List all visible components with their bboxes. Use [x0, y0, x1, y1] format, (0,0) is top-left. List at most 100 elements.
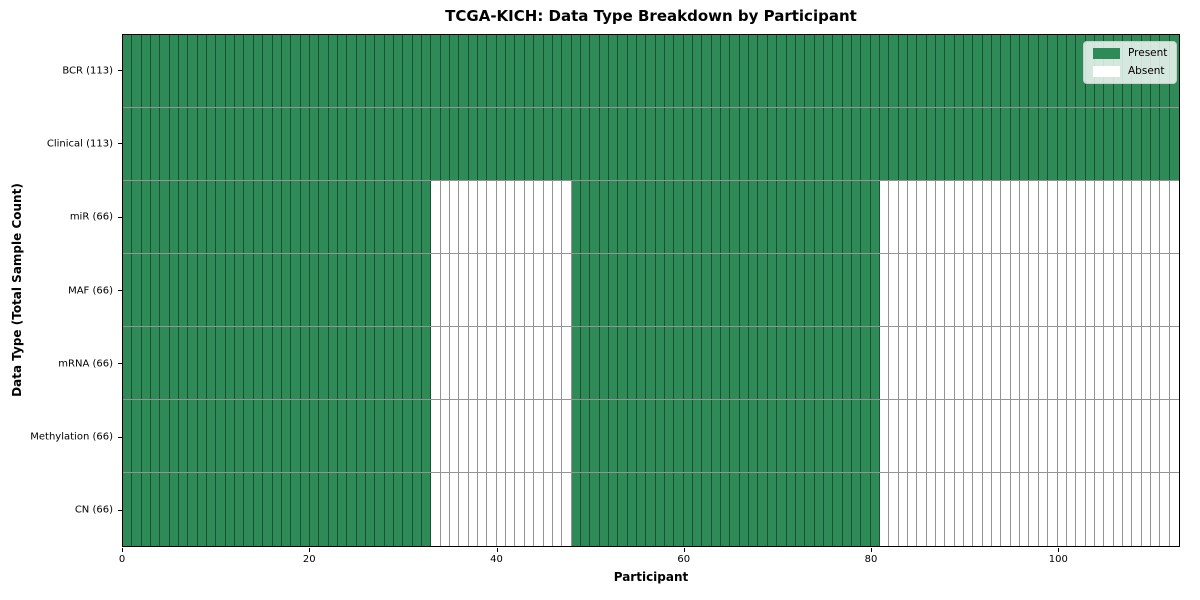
heatmap-cell — [515, 254, 525, 326]
heatmap-cell — [1076, 473, 1086, 546]
heatmap-cell — [1150, 473, 1161, 546]
heatmap-cell — [459, 35, 469, 107]
heatmap-cell — [506, 400, 516, 472]
heatmap-cell — [300, 108, 310, 180]
heatmap — [122, 34, 1180, 547]
heatmap-cell — [337, 35, 348, 107]
chart-title: TCGA-KICH: Data Type Breakdown by Partic… — [445, 7, 857, 25]
heatmap-cell — [216, 400, 226, 472]
heatmap-cell — [861, 473, 871, 546]
heatmap-cell — [347, 181, 357, 253]
heatmap-cell — [683, 473, 694, 546]
heatmap-cell — [468, 35, 479, 107]
heatmap-cell — [431, 35, 441, 107]
heatmap-cell — [272, 108, 282, 180]
heatmap-cell — [375, 254, 385, 326]
heatmap-cell — [926, 400, 937, 472]
heatmap-cell — [599, 35, 609, 107]
heatmap-cell — [795, 35, 806, 107]
heatmap-cell — [870, 473, 880, 546]
heatmap-cell — [711, 327, 722, 399]
heatmap-cell — [917, 400, 927, 472]
heatmap-cell — [263, 181, 273, 253]
heatmap-cell — [450, 400, 460, 472]
heatmap-cell — [646, 400, 656, 472]
heatmap-cell — [384, 400, 394, 472]
heatmap-cell — [244, 108, 254, 180]
heatmap-cell — [1160, 254, 1170, 326]
heatmap-cell — [618, 108, 628, 180]
heatmap-cell — [281, 254, 292, 326]
heatmap-cell — [636, 181, 647, 253]
heatmap-cell — [674, 181, 684, 253]
heatmap-cell — [356, 181, 366, 253]
heatmap-cell — [954, 35, 965, 107]
heatmap-cell — [964, 108, 974, 180]
heatmap-cell — [1169, 327, 1179, 399]
heatmap-cell — [711, 35, 722, 107]
heatmap-cell — [197, 108, 208, 180]
heatmap-cell — [543, 327, 553, 399]
heatmap-cell — [216, 181, 226, 253]
heatmap-cell — [1020, 400, 1030, 472]
heatmap-cell — [646, 473, 656, 546]
heatmap-cell — [487, 108, 497, 180]
heatmap-cell — [767, 473, 778, 546]
heatmap-cell — [1122, 327, 1133, 399]
heatmap-cell — [739, 108, 750, 180]
heatmap-cell — [253, 473, 264, 546]
heatmap-cell — [1066, 473, 1077, 546]
heatmap-cell — [365, 254, 376, 326]
heatmap-cell — [1160, 181, 1170, 253]
heatmap-cell — [403, 181, 413, 253]
heatmap-cell — [487, 473, 497, 546]
heatmap-cell — [450, 108, 460, 180]
heatmap-cell — [627, 181, 637, 253]
heatmap-cell — [590, 35, 600, 107]
heatmap-cell — [197, 473, 208, 546]
heatmap-cell — [861, 400, 871, 472]
heatmap-cell — [879, 254, 890, 326]
heatmap-cell — [767, 181, 778, 253]
x-tick-label: 100 — [1048, 554, 1068, 565]
heatmap-cell — [636, 473, 647, 546]
heatmap-cell — [636, 35, 647, 107]
heatmap-cell — [1104, 473, 1114, 546]
heatmap-cell — [1057, 181, 1067, 253]
heatmap-cell — [674, 473, 684, 546]
heatmap-cell — [244, 400, 254, 472]
heatmap-cell — [291, 108, 301, 180]
heatmap-cell — [132, 400, 142, 472]
heatmap-cell — [524, 108, 535, 180]
heatmap-cell — [468, 254, 479, 326]
heatmap-cell — [636, 327, 647, 399]
heatmap-cell — [216, 473, 226, 546]
heatmap-cell — [833, 473, 843, 546]
heatmap-cell — [1057, 327, 1067, 399]
heatmap-cell — [870, 400, 880, 472]
heatmap-cell — [851, 108, 862, 180]
heatmap-cell — [945, 181, 955, 253]
heatmap-cell — [889, 254, 899, 326]
heatmap-cell — [394, 35, 404, 107]
heatmap-cell — [263, 254, 273, 326]
heatmap-cell — [356, 254, 366, 326]
heatmap-cell — [795, 400, 806, 472]
heatmap-cell — [319, 327, 329, 399]
heatmap-cell — [169, 473, 180, 546]
heatmap-cell — [711, 400, 722, 472]
heatmap-cell — [515, 327, 525, 399]
heatmap-cell — [403, 35, 413, 107]
heatmap-cell — [833, 400, 843, 472]
heatmap-cell — [1066, 108, 1077, 180]
heatmap-cell — [795, 254, 806, 326]
heatmap-cell — [141, 108, 152, 180]
heatmap-cell — [954, 473, 965, 546]
heatmap-cell — [795, 327, 806, 399]
x-tick-label: 60 — [677, 554, 691, 565]
heatmap-cell — [216, 327, 226, 399]
heatmap-cell — [636, 400, 647, 472]
heatmap-row — [123, 473, 1179, 546]
heatmap-cell — [693, 254, 703, 326]
heatmap-cell — [253, 108, 264, 180]
